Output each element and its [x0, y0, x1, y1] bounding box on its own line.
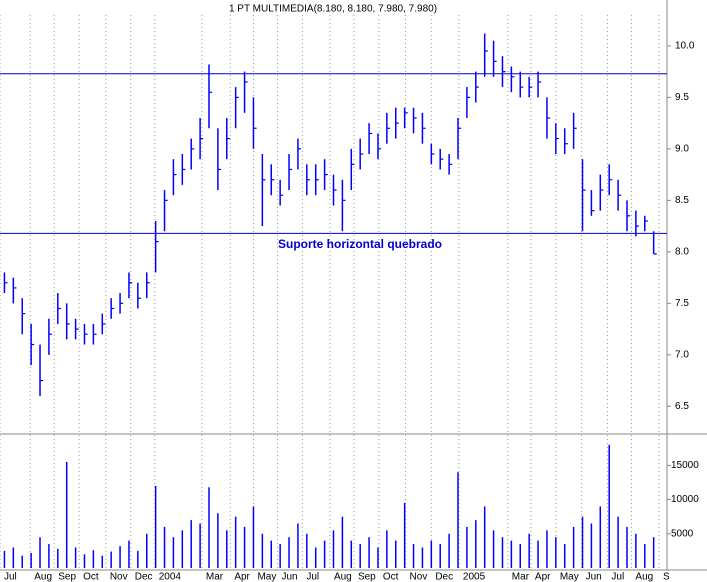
- x-tick-label: S: [663, 572, 670, 582]
- x-tick-label: Dec: [135, 572, 153, 582]
- y-tick-label: 10000: [671, 494, 699, 505]
- x-tick-label: Oct: [83, 572, 99, 582]
- x-tick-label: Jun: [586, 572, 602, 582]
- chart-title: 1 PT MULTIMEDIA(8.180, 8.180, 7.980, 7.9…: [229, 4, 437, 15]
- x-tick-label: Mar: [512, 572, 530, 582]
- y-tick-label: 9.5: [675, 92, 689, 103]
- y-tick-label: 15000: [671, 460, 699, 471]
- x-tick-label: Jul: [611, 572, 624, 582]
- y-tick-label: 7.5: [675, 298, 689, 309]
- y-tick-label: 7.0: [675, 349, 689, 360]
- x-tick-label: Aug: [34, 572, 52, 582]
- y-tick-label: 5000: [671, 528, 694, 539]
- x-tick-label: 2005: [463, 572, 486, 582]
- x-tick-label: Jun: [281, 572, 297, 582]
- x-tick-label: Sep: [358, 572, 376, 582]
- x-tick-label: 2004: [159, 572, 182, 582]
- x-tick-label: Apr: [535, 572, 551, 582]
- y-tick-label: 6.5: [675, 401, 689, 412]
- y-tick-label: 8.0: [675, 246, 689, 257]
- x-tick-label: May: [257, 572, 276, 582]
- x-tick-label: Aug: [635, 572, 653, 582]
- x-tick-label: Jul: [306, 572, 319, 582]
- x-tick-label: Dec: [435, 572, 453, 582]
- x-tick-label: Nov: [110, 572, 128, 582]
- x-tick-label: Apr: [234, 572, 250, 582]
- y-tick-label: 8.5: [675, 195, 689, 206]
- x-tick-label: Oct: [383, 572, 399, 582]
- x-tick-label: Aug: [334, 572, 352, 582]
- x-tick-label: Jul: [4, 572, 17, 582]
- y-tick-label: 9.0: [675, 144, 689, 155]
- x-tick-label: Nov: [410, 572, 428, 582]
- x-tick-label: Mar: [206, 572, 224, 582]
- y-tick-label: 10.0: [675, 41, 695, 52]
- annotation: Suporte horizontal quebrado: [278, 237, 442, 251]
- x-tick-label: Sep: [58, 572, 76, 582]
- x-tick-label: May: [560, 572, 579, 582]
